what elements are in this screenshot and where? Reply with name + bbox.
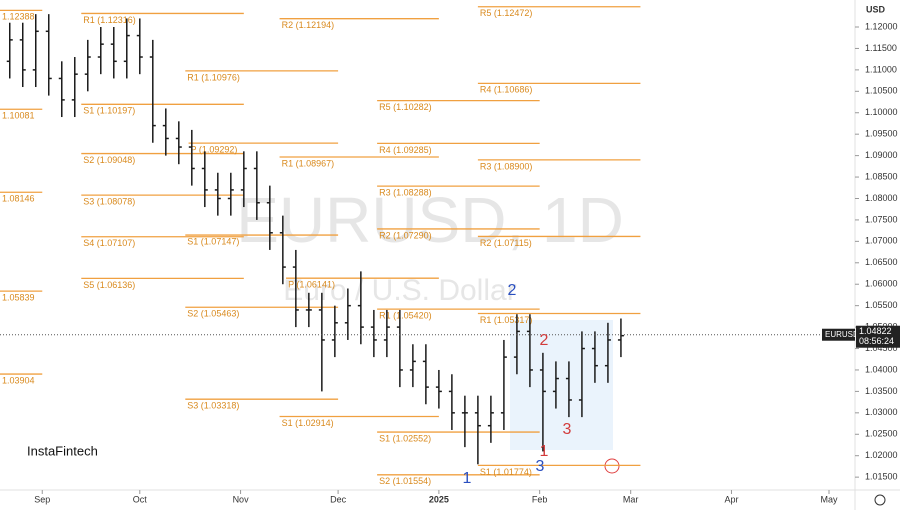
pivot-label: R5 (1.12472) (480, 8, 533, 18)
y-tick-label: 1.04000 (865, 364, 898, 374)
wave-label: 2 (540, 332, 549, 349)
pivot-label: R3 (1.08900) (480, 161, 533, 171)
brand-box (18, 432, 153, 472)
y-tick-label: 1.11000 (865, 64, 897, 74)
symbol-tag (822, 328, 855, 341)
pivot-label: R1 (1.05420) (379, 310, 432, 320)
pivot-label: P (1.09292) (191, 144, 238, 154)
y-tick-label: 1.02000 (865, 450, 898, 460)
pivot-label: S1 (1.10197) (83, 106, 135, 116)
wave-label: 1 (540, 443, 549, 460)
pivot-label: R3 (1.08288) (379, 188, 432, 198)
pivot-label: S5 (1.06136) (83, 280, 135, 290)
x-tick-label: 2025 (429, 494, 449, 504)
pivot-label: 1.10081 (2, 111, 35, 121)
y-tick-label: 1.07500 (865, 214, 898, 224)
pivot-label: P (1.06141) (288, 280, 335, 290)
currency-label: USD (866, 4, 886, 14)
pivot-label: R5 (1.10282) (379, 102, 432, 112)
y-tick-label: 1.02500 (865, 429, 898, 439)
x-tick-label: Sep (34, 494, 50, 504)
x-tick-label: Feb (532, 494, 548, 504)
pivot-label: R1 (1.10976) (187, 72, 240, 82)
y-tick-label: 1.06000 (865, 279, 898, 289)
y-tick-label: 1.05500 (865, 300, 898, 310)
x-tick-label: Oct (133, 494, 148, 504)
pivot-label: 1.08146 (2, 194, 35, 204)
pivot-label: R2 (1.12194) (282, 20, 335, 30)
price-tag-label: 1.04822 (859, 326, 892, 336)
pivot-label: S1 (1.01774) (480, 467, 532, 477)
pivot-label: 1.05839 (2, 293, 35, 303)
symbol-tag-label: EURUSD (825, 330, 859, 339)
pivot-label: R4 (1.09285) (379, 145, 432, 155)
pivot-label: S2 (1.01554) (379, 476, 431, 486)
pivot-label: R1 (1.05317) (480, 315, 533, 325)
x-tick-label: Mar (623, 494, 639, 504)
pivot-label: S4 (1.07107) (83, 238, 135, 248)
settings-icon[interactable] (874, 494, 886, 506)
pivot-label: R4 (1.10686) (480, 85, 533, 95)
pivot-label: 1.12388 (2, 12, 35, 22)
wave-label: 3 (536, 458, 545, 475)
pivot-label: S1 (1.02552) (379, 433, 431, 443)
y-tick-label: 1.09000 (865, 150, 898, 160)
y-tick-label: 1.12000 (865, 21, 898, 31)
brand: InstaFintech (27, 443, 98, 458)
x-tick-label: Dec (330, 494, 347, 504)
y-tick-label: 1.03000 (865, 407, 898, 417)
y-tick-label: 1.08000 (865, 193, 898, 203)
wave-label: 3 (563, 421, 572, 438)
volume-profile-area (510, 320, 613, 450)
pivot-label: S1 (1.07147) (187, 236, 239, 246)
pivot-label: R1 (1.08967) (282, 158, 335, 168)
y-tick-label: 1.08500 (865, 171, 898, 181)
pivot-label: S3 (1.03318) (187, 401, 239, 411)
watermark-title: EURUSD, 1D (236, 184, 624, 256)
pivot-label: R2 (1.07290) (379, 230, 432, 240)
pivot-label: R1 (1.12316) (83, 15, 136, 25)
pivot-label: S2 (1.05463) (187, 309, 239, 319)
x-tick-label: May (820, 494, 838, 504)
y-tick-label: 1.01500 (865, 472, 898, 482)
wave-label: 2 (508, 282, 517, 299)
wave-label: 1 (463, 470, 472, 487)
y-tick-label: 1.11500 (865, 43, 897, 53)
y-tick-label: 1.09500 (865, 129, 898, 139)
y-tick-label: 1.03500 (865, 386, 898, 396)
y-tick-label: 1.10500 (865, 86, 898, 96)
pivot-label: R2 (1.07115) (480, 238, 532, 248)
y-tick-label: 1.10000 (865, 107, 898, 117)
countdown-label: 08:56:24 (859, 336, 894, 346)
price-tag (856, 325, 900, 348)
pivot-label: 1.03904 (2, 375, 35, 385)
pivot-label: S3 (1.08078) (83, 197, 135, 207)
y-tick-label: 1.07000 (865, 236, 898, 246)
x-tick-label: Apr (724, 494, 738, 504)
pivot-label: S2 (1.09048) (83, 155, 135, 165)
pivot-label: S1 (1.02914) (282, 418, 334, 428)
x-tick-label: Nov (233, 494, 250, 504)
y-tick-label: 1.04500 (865, 343, 898, 353)
y-tick-label: 1.06500 (865, 257, 898, 267)
